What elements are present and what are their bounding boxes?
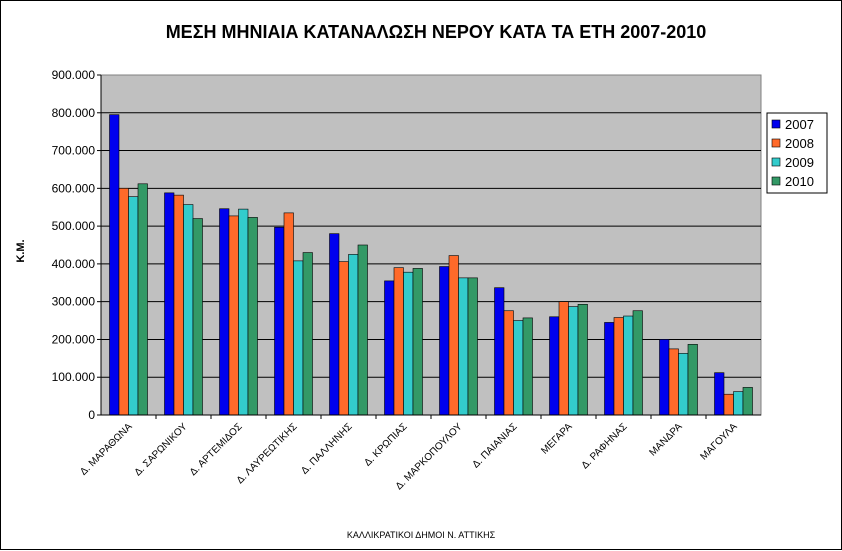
chart-title: ΜΕΣΗ ΜΗΝΙΑΙΑ ΚΑΤΑΝΑΛΩΣΗ ΝΕΡΟΥ ΚΑΤΑ ΤΑ ΕΤ… xyxy=(166,22,707,42)
y-tick-label: 700.000 xyxy=(52,144,96,158)
legend: 2007 2008 2009 2010 xyxy=(766,112,828,194)
bar-2007-7 xyxy=(494,287,505,416)
bar-2009-3 xyxy=(293,260,304,416)
legend-swatch-2007 xyxy=(771,119,781,129)
x-tick-label: ΜΑΓΟΥΛΑ xyxy=(698,421,739,462)
legend-swatch-2010 xyxy=(771,176,781,186)
y-tick-label: 600.000 xyxy=(52,181,96,195)
bar-2010-4 xyxy=(357,244,368,416)
bar-2008-7 xyxy=(503,310,514,416)
bar-2009-1 xyxy=(183,204,194,416)
gridlines xyxy=(101,112,761,378)
bar-2007-4 xyxy=(329,233,340,416)
bar-2009-4 xyxy=(348,254,359,416)
y-tick-label: 300.000 xyxy=(52,295,96,309)
bar-2007-2 xyxy=(219,208,230,416)
x-axis-label: ΚΑΛΛΙΚΡΑΤΙΚΟΙ ΔΗΜΟΙ Ν. ΑΤΤΙΚΗΣ xyxy=(347,530,496,540)
bar-2009-11 xyxy=(733,391,744,416)
bar-2010-2 xyxy=(247,217,258,416)
bar-2009-8 xyxy=(568,306,579,416)
bar-2008-3 xyxy=(283,212,294,416)
y-tick-label: 0 xyxy=(88,408,95,422)
x-tick-label: ΜΕΓΑΡΑ xyxy=(539,421,574,456)
x-tick-label: ΜΑΝΔΡΑ xyxy=(647,421,684,458)
bar-2010-10 xyxy=(687,344,698,416)
bar-2007-8 xyxy=(549,316,560,416)
plot-area xyxy=(100,74,762,416)
bar-2009-0 xyxy=(128,196,139,416)
bar-2007-9 xyxy=(604,322,615,416)
y-tick-label: 100.000 xyxy=(52,370,96,384)
bar-2008-11 xyxy=(723,393,734,416)
bar-2010-5 xyxy=(412,268,423,416)
bars xyxy=(109,114,753,416)
y-axis-ticks: 0 100.000 200.000 300.000 400.000 500.000 600.… xyxy=(52,68,101,422)
legend-swatch-2009 xyxy=(771,157,781,167)
x-tick-label: Δ. ΛΑΥΡΕΩΤΙΚΗΣ xyxy=(235,421,300,486)
bar-2008-1 xyxy=(173,194,184,416)
bar-2010-11 xyxy=(742,387,753,416)
y-axis-label: Κ.Μ. xyxy=(15,239,27,262)
bar-2008-10 xyxy=(668,348,679,416)
legend-label-2008: 2008 xyxy=(785,136,814,151)
bar-2007-10 xyxy=(659,339,670,416)
bar-2007-3 xyxy=(274,226,285,416)
bar-2010-3 xyxy=(302,252,313,416)
bar-2008-5 xyxy=(393,267,404,416)
x-tick-label: Δ. ΚΡΩΠΙΑΣ xyxy=(362,421,409,468)
bar-2010-6 xyxy=(467,277,478,416)
y-tick-label: 500.000 xyxy=(52,219,96,233)
bar-2010-1 xyxy=(192,218,203,416)
bar-2007-0 xyxy=(109,114,120,416)
x-tick-label: Δ. ΜΑΡΑΘΩΝΑ xyxy=(78,421,135,478)
bar-2008-9 xyxy=(613,317,624,416)
y-tick-label: 200.000 xyxy=(52,332,96,346)
legend-label-2009: 2009 xyxy=(785,155,814,170)
bar-2008-6 xyxy=(448,255,459,416)
bar-2008-2 xyxy=(228,215,239,416)
y-tick-label: 900.000 xyxy=(52,68,96,82)
legend-label-2007: 2007 xyxy=(785,117,814,132)
x-tick-label: Δ. ΠΑΛΛΗΝΗΣ xyxy=(299,421,354,476)
x-tick-label: Δ. ΡΑΦΗΝΑΣ xyxy=(580,421,630,471)
bar-2009-6 xyxy=(458,277,469,416)
x-tick-label: Δ. ΑΡΤΕΜΙΔΟΣ xyxy=(188,421,245,478)
y-tick-label: 400.000 xyxy=(52,257,96,271)
bar-2009-9 xyxy=(623,315,634,416)
bar-2007-6 xyxy=(439,266,450,416)
bar-2009-10 xyxy=(678,353,689,416)
bar-2008-8 xyxy=(558,301,569,416)
legend-label-2010: 2010 xyxy=(785,174,814,189)
bar-2010-8 xyxy=(577,304,588,416)
legend-swatch-2008 xyxy=(771,138,781,148)
bar-2007-1 xyxy=(164,192,175,416)
x-tick-label: Δ. ΣΑΡΩΝΙΚΟΥ xyxy=(133,421,190,478)
bar-2008-0 xyxy=(118,188,129,416)
y-tick-label: 800.000 xyxy=(52,106,96,120)
bar-2010-9 xyxy=(632,310,643,416)
bar-2009-7 xyxy=(513,320,524,416)
bar-2010-7 xyxy=(522,317,533,416)
bar-2007-5 xyxy=(384,280,395,416)
bar-2009-5 xyxy=(403,271,414,416)
bar-2008-4 xyxy=(338,261,349,416)
bar-2009-2 xyxy=(238,208,249,416)
bar-2010-0 xyxy=(137,183,148,416)
x-tick-label: Δ. ΠΑΙΑΝΙΑΣ xyxy=(471,421,520,470)
bar-2007-11 xyxy=(714,372,725,416)
